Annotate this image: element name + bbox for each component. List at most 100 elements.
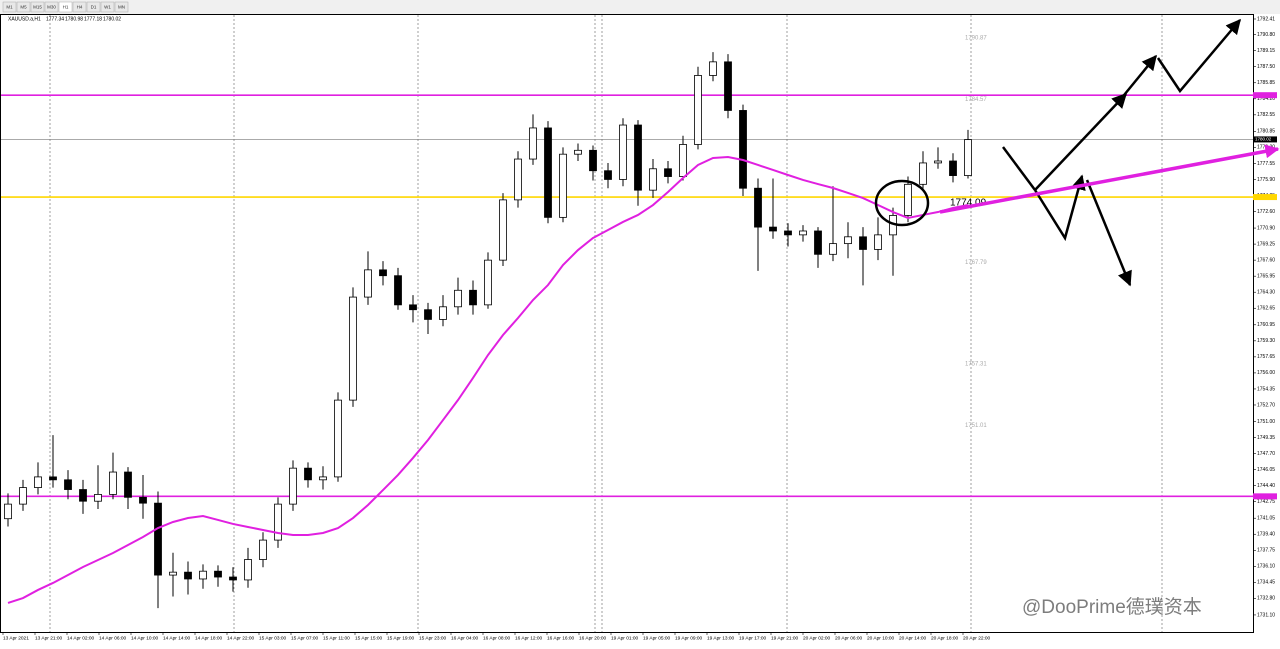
y-tick-label: 1737.75: [1257, 548, 1275, 554]
candle-body: [964, 139, 972, 176]
current-price-label: 1780.02: [1255, 137, 1272, 142]
quote-value: 1780.02: [103, 16, 121, 22]
y-tick-label: 1780.85: [1257, 129, 1275, 135]
x-tick-label: 19 Apr 17:00: [739, 635, 767, 641]
level-annotation: 1774.09: [950, 198, 987, 209]
watermark: @DooPrime德璞资本: [1022, 596, 1202, 618]
y-tick-label: 1789.15: [1257, 48, 1275, 54]
candle-body: [49, 476, 57, 481]
x-tick-label: 15 Apr 23:00: [419, 635, 447, 641]
x-tick-label: 13 Apr 21:00: [35, 635, 63, 641]
quote-value: 1777.34: [46, 16, 64, 22]
y-tick-label: 1746.05: [1257, 467, 1275, 473]
candle-body: [184, 571, 192, 580]
highlight-circle: [874, 179, 930, 227]
candle-body: [709, 61, 717, 76]
timeframe-button[interactable]: [30, 1, 45, 13]
quote-value: 1777.18: [84, 16, 102, 22]
candle-body: [874, 234, 882, 250]
x-tick-label: 20 Apr 18:00: [931, 635, 959, 641]
y-tick-label: 1792.41: [1257, 16, 1275, 22]
candle-body: [64, 479, 72, 490]
candle-body: [574, 149, 582, 155]
x-tick-label: 14 Apr 06:00: [99, 635, 127, 641]
candle-body: [559, 153, 567, 218]
candle-body: [229, 576, 237, 581]
y-tick-label: 1785.85: [1257, 80, 1275, 86]
timeframe-label[interactable]: H4: [77, 5, 83, 10]
y-tick-label: 1782.55: [1257, 112, 1275, 118]
candle-body: [304, 467, 312, 481]
timeframe-button[interactable]: [86, 1, 101, 13]
symbol: XAUUSD.a,H1: [8, 16, 41, 22]
day-separators: [49, 15, 1163, 632]
y-tick-label: 1754.35: [1257, 386, 1275, 392]
y-tick-label: 1787.50: [1257, 64, 1275, 70]
timeframe-label[interactable]: W1: [104, 5, 111, 10]
candle-body: [379, 269, 387, 277]
y-tick-label: 1731.10: [1257, 612, 1275, 618]
timeframe-button[interactable]: [72, 1, 87, 13]
candle-body: [409, 304, 417, 311]
y-tick-label: 1784.20: [1257, 96, 1275, 102]
timeframe-button[interactable]: [16, 1, 31, 13]
candle-body: [469, 289, 477, 306]
y-tick-label: 1759.30: [1257, 338, 1275, 344]
candle-body: [289, 467, 297, 505]
candle-body: [319, 476, 327, 481]
candle-body: [139, 496, 147, 504]
x-tick-label: 16 Apr 12:00: [515, 635, 543, 641]
quote-value: 1780.98: [65, 16, 83, 22]
x-tick-label: 13 Apr 2021: [3, 635, 29, 641]
candle-body: [154, 502, 162, 576]
fib-label: 1757.31: [965, 362, 987, 368]
toolbar: [0, 0, 1280, 14]
timeframe-button[interactable]: [114, 1, 129, 13]
y-tick-label: 1751.00: [1257, 419, 1275, 425]
candle-body: [739, 110, 747, 189]
candle-body: [544, 127, 552, 218]
timeframe-label[interactable]: MN: [118, 5, 125, 10]
timeframe-label[interactable]: D1: [91, 5, 97, 10]
x-tick-label: 14 Apr 18:00: [195, 635, 223, 641]
candle-body: [169, 571, 177, 576]
x-tick-label: 20 Apr 14:00: [899, 635, 927, 641]
candle-body: [199, 570, 207, 580]
y-tick-label: 1767.60: [1257, 257, 1275, 263]
timeframe-label[interactable]: M1: [6, 5, 13, 10]
timeframe-label[interactable]: M5: [20, 5, 27, 10]
candle-body: [619, 124, 627, 180]
y-tick-label: 1734.45: [1257, 580, 1275, 586]
candle-body: [259, 539, 267, 560]
x-tick-label: 16 Apr 08:00: [483, 635, 511, 641]
x-tick-label: 19 Apr 21:00: [771, 635, 799, 641]
x-tick-label: 14 Apr 10:00: [131, 635, 159, 641]
x-tick-label: 19 Apr 09:00: [675, 635, 703, 641]
y-tick-label: 1747.70: [1257, 451, 1275, 457]
level-tag: [1253, 493, 1277, 500]
moving-average: [7, 156, 969, 604]
candle-body: [454, 289, 462, 308]
candle-body: [844, 236, 852, 245]
timeframe-button[interactable]: [58, 1, 73, 13]
timeframe-button[interactable]: [44, 1, 59, 13]
y-tick-label: 1790.80: [1257, 32, 1275, 38]
y-tick-label: 1736.10: [1257, 564, 1275, 570]
timeframe-label[interactable]: M30: [47, 5, 56, 10]
x-tick-label: 15 Apr 03:00: [259, 635, 287, 641]
candle-body: [94, 494, 102, 502]
timeframe-label[interactable]: H1: [63, 5, 69, 10]
candle-body: [664, 168, 672, 177]
timeframe-label[interactable]: M15: [33, 5, 42, 10]
candle-body: [859, 236, 867, 250]
y-tick-label: 1732.80: [1257, 596, 1275, 602]
timeframe-button[interactable]: [100, 1, 115, 13]
x-tick-label: 15 Apr 15:00: [355, 635, 383, 641]
candle-body: [919, 162, 927, 185]
y-tick-label: 1752.70: [1257, 402, 1275, 408]
candle-body: [499, 199, 507, 261]
timeframe-button[interactable]: [2, 1, 17, 13]
candle-body: [529, 127, 537, 160]
fib-label: 1784.57: [965, 97, 987, 103]
